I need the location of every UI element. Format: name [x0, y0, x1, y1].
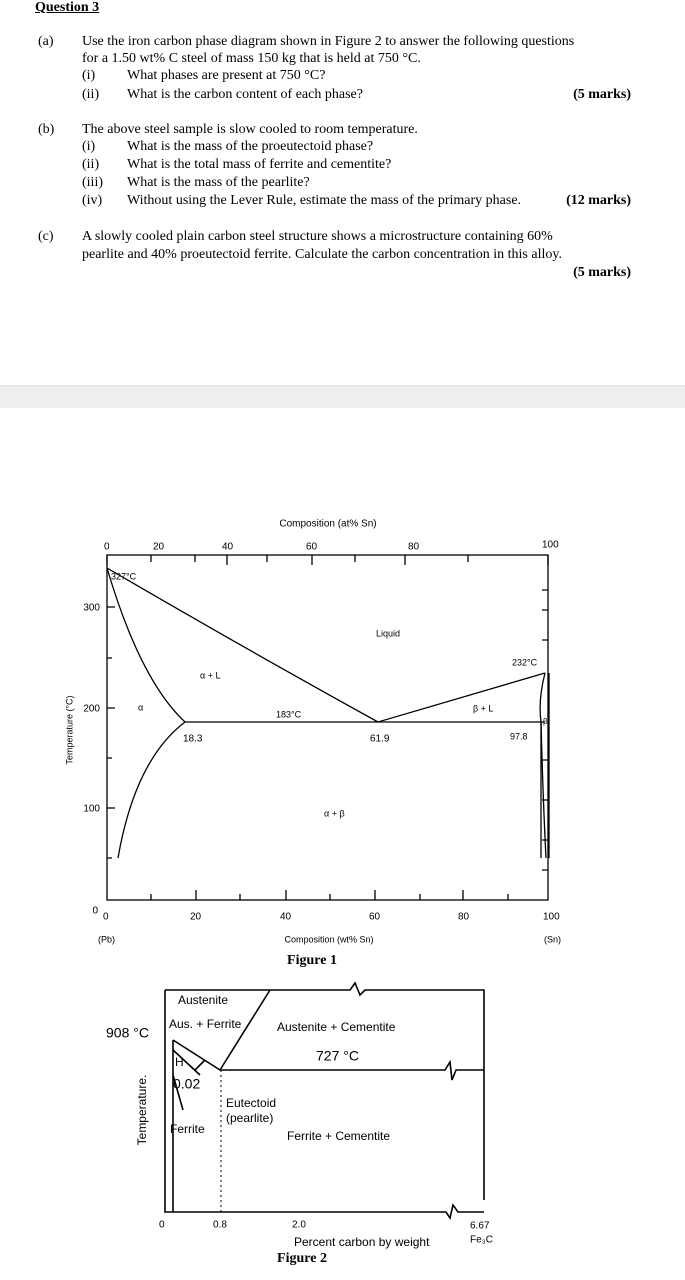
- marks: (12 marks): [566, 193, 631, 208]
- label: 327°C: [111, 571, 137, 581]
- axis-title: Temperature.: [135, 1075, 149, 1146]
- tick-label: 0: [103, 912, 109, 923]
- tick-label: 300: [83, 603, 100, 614]
- tick-label: 0: [92, 906, 98, 917]
- part-label: (a): [38, 34, 54, 49]
- label: Ferrite: [170, 1122, 205, 1136]
- label: 18.3: [183, 734, 203, 745]
- solvus: [117, 721, 186, 859]
- tick-label: 0.8: [213, 1220, 227, 1231]
- label: α + β: [324, 808, 345, 818]
- tick-label: 2.0: [292, 1220, 306, 1231]
- end-label: (Pb): [98, 934, 115, 944]
- tick-label: 100: [542, 540, 559, 551]
- eutectoid-line: [172, 1039, 484, 1081]
- axis-title: Temperature (°C): [64, 695, 74, 764]
- label: 0.02: [173, 1076, 200, 1092]
- text-line: A slowly cooled plain carbon steel struc…: [82, 229, 553, 244]
- item-num: (iii): [82, 175, 103, 190]
- label: Aus. + Ferrite: [169, 1017, 242, 1031]
- marks: (5 marks): [573, 265, 631, 280]
- text-line: Use the iron carbon phase diagram shown …: [82, 34, 575, 49]
- item-num: (i): [82, 68, 96, 83]
- frame: [164, 981, 485, 1220]
- tick-label: 80: [458, 912, 470, 923]
- item-num: (iv): [82, 193, 103, 208]
- tick-label: 60: [369, 912, 381, 923]
- tick-label: 6.67: [470, 1221, 490, 1232]
- tick-label: 0: [104, 542, 110, 553]
- figure-2-labels: Austenite Aus. + Ferrite 908 °C Austenit…: [106, 993, 493, 1266]
- label: Fe₃C: [470, 1235, 493, 1246]
- label: Liquid: [376, 628, 400, 638]
- tick-label: 60: [306, 542, 318, 553]
- tick-label: 20: [153, 542, 165, 553]
- caption: Figure 2: [277, 1251, 327, 1266]
- label: α + L: [200, 670, 220, 680]
- tick-label: 40: [280, 912, 292, 923]
- end-label: (Sn): [544, 934, 561, 944]
- label: Ferrite + Cementite: [287, 1129, 390, 1143]
- part-label: (c): [38, 229, 54, 244]
- label: 61.9: [370, 734, 390, 745]
- text-line: The above steel sample is slow cooled to…: [82, 122, 418, 137]
- text-line: for a 1.50 wt% C steel of mass 150 kg th…: [82, 51, 421, 66]
- item-num: (ii): [82, 87, 100, 102]
- label: β: [543, 717, 548, 726]
- label: 908 °C: [106, 1025, 149, 1041]
- label: 232°C: [512, 657, 538, 667]
- acm-line: [219, 989, 271, 1071]
- label: 183°C: [276, 709, 302, 719]
- axis-title: Composition (at% Sn): [279, 519, 376, 530]
- tick-label: 200: [83, 704, 100, 715]
- item-num: (ii): [82, 157, 100, 172]
- tick-label: 40: [222, 542, 234, 553]
- tick-label: 0: [159, 1220, 165, 1231]
- item-text: What is the total mass of ferrite and ce…: [127, 157, 392, 172]
- tick-label: 100: [543, 912, 560, 923]
- figure-1-labels: Composition (at% Sn) 0 20 40 60 80 100 T…: [64, 519, 561, 969]
- label: Eutectoid: [226, 1096, 276, 1110]
- solidus: [106, 567, 186, 723]
- item-text: What is the mass of the proeutectoid pha…: [127, 139, 374, 154]
- axis-title: Composition (wt% Sn): [284, 934, 373, 944]
- axis-title: Percent carbon by weight: [294, 1235, 430, 1249]
- label: 727 °C: [316, 1048, 359, 1064]
- liquidus: [377, 672, 546, 723]
- caption: Figure 1: [287, 953, 337, 968]
- label: 97.8: [510, 731, 528, 741]
- beta-boundary: [540, 673, 550, 858]
- label: α: [138, 702, 143, 712]
- item-text: Without using the Lever Rule, estimate t…: [127, 193, 522, 208]
- separator: [0, 385, 685, 408]
- item-text: What is the mass of the pearlite?: [127, 175, 310, 190]
- question-title: Question 3: [35, 0, 100, 15]
- label: Austenite + Cementite: [277, 1020, 396, 1034]
- label: Austenite: [178, 993, 228, 1007]
- text-line: pearlite and 40% proeutectoid ferrite. C…: [82, 247, 562, 262]
- tick-label: 100: [83, 804, 100, 815]
- label: H: [175, 1055, 184, 1069]
- label: (pearlite): [226, 1111, 273, 1125]
- item-text: What phases are present at 750 °C?: [127, 68, 326, 83]
- label: β + L: [473, 703, 493, 713]
- item-text: What is the carbon content of each phase…: [127, 87, 363, 102]
- part-label: (b): [38, 122, 55, 137]
- figure-1: [106, 554, 550, 901]
- frame: [106, 554, 549, 901]
- figure-2: [164, 981, 485, 1220]
- liquidus: [106, 567, 379, 723]
- phase-lines: [172, 1049, 206, 1111]
- tick-label: 20: [190, 912, 202, 923]
- ticks: [106, 555, 549, 900]
- tick-label: 80: [408, 542, 420, 553]
- item-num: (i): [82, 139, 96, 154]
- marks: (5 marks): [573, 87, 631, 102]
